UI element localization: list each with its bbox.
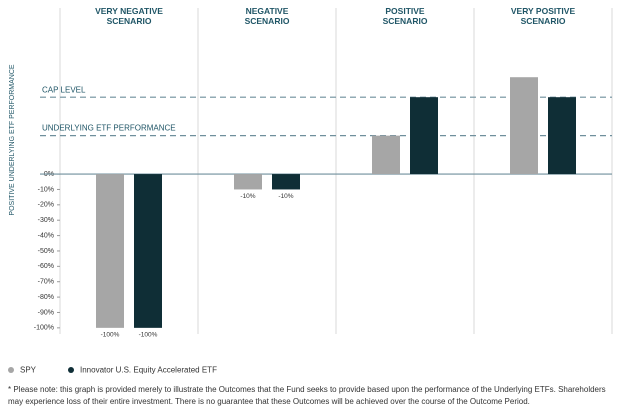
y-tick-label: -10% [38,186,54,193]
bar [548,97,576,175]
value-label: -10% [278,193,293,200]
category-label: POSITIVE SCENARIO [382,6,428,26]
y-tick-label: -60% [38,263,54,270]
bar [134,174,162,328]
category-label: NEGATIVE SCENARIO [244,6,290,26]
y-tick-label: -90% [38,309,54,316]
y-tick-label: -70% [38,279,54,286]
y-tick-label: -40% [38,232,54,239]
reference-label: UNDERLYING ETF PERFORMANCE [42,124,176,133]
y-axis-label: POSITIVE UNDERLYING ETF PERFORMANCE [9,64,16,215]
legend-label: SPY [20,366,37,375]
y-tick-label: -50% [38,248,54,255]
y-tick-label: -20% [38,202,54,209]
legend-marker [68,367,74,373]
legend-label: Innovator U.S. Equity Accelerated ETF [80,366,217,375]
bar [272,174,300,190]
y-tick-label: -100% [34,325,54,332]
bar [96,174,124,328]
y-tick-label: -80% [38,294,54,301]
category-label: VERY POSITIVE SCENARIO [510,6,576,26]
value-label: -10% [240,193,255,200]
bar [410,97,438,175]
value-label: -100% [101,332,120,339]
y-tick-label: -30% [38,217,54,224]
legend-marker [8,367,14,373]
bar [372,135,400,175]
footnote: * Please note: this graph is provided me… [8,385,606,406]
bar [510,77,538,175]
value-label: -100% [139,332,158,339]
reference-label: CAP LEVEL [42,85,86,94]
bar [234,174,262,190]
category-label: VERY NEGATIVE SCENARIO [95,6,163,26]
